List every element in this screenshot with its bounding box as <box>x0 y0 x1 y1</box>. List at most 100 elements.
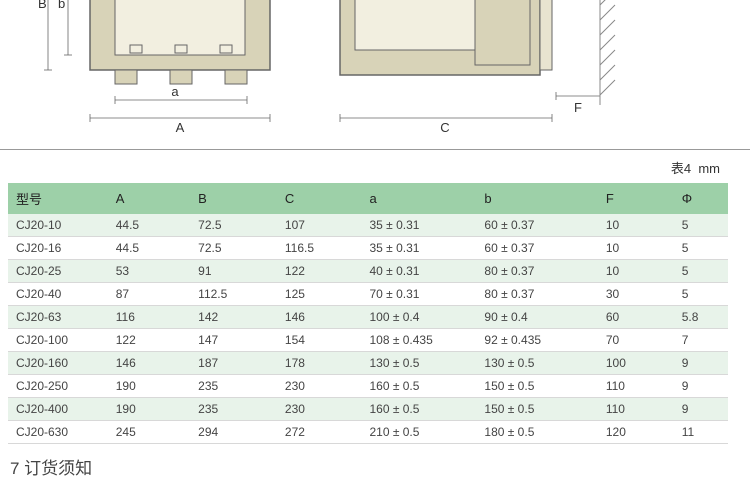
table-cell: 122 <box>277 260 362 283</box>
table-cell: 130 ± 0.5 <box>361 352 476 375</box>
table-cell: 116.5 <box>277 237 362 260</box>
table-cell: 150 ± 0.5 <box>476 398 597 421</box>
table-cell: 146 <box>108 352 190 375</box>
table-cell: 60 <box>598 306 674 329</box>
table-cell: 5 <box>674 260 728 283</box>
table-cell: 187 <box>190 352 277 375</box>
table-cell: 230 <box>277 398 362 421</box>
table-cell: 87 <box>108 283 190 306</box>
table-cell: CJ20-160 <box>8 352 108 375</box>
table-cell: 125 <box>277 283 362 306</box>
dim-label-b: b <box>58 0 65 11</box>
table-cell: 5 <box>674 237 728 260</box>
dim-label-C: C <box>440 120 449 135</box>
caption-unit: mm <box>698 161 720 176</box>
dimension-table: 型号ABCabFΦ CJ20-1044.572.510735 ± 0.3160 … <box>8 183 728 444</box>
table-cell: 35 ± 0.31 <box>361 237 476 260</box>
table-cell: CJ20-16 <box>8 237 108 260</box>
table-cell: 40 ± 0.31 <box>361 260 476 283</box>
table-cell: 10 <box>598 260 674 283</box>
table-cell: 178 <box>277 352 362 375</box>
table-cell: CJ20-10 <box>8 214 108 237</box>
table-header-cell: 型号 <box>8 183 108 214</box>
table-cell: 160 ± 0.5 <box>361 375 476 398</box>
table-header-cell: B <box>190 183 277 214</box>
table-cell: 272 <box>277 421 362 444</box>
dim-label-F: F <box>574 100 582 115</box>
table-cell: 147 <box>190 329 277 352</box>
table-row: CJ20-160146187178130 ± 0.5130 ± 0.51009 <box>8 352 728 375</box>
table-cell: 44.5 <box>108 237 190 260</box>
table-body: CJ20-1044.572.510735 ± 0.3160 ± 0.37105C… <box>8 214 728 444</box>
table-row: CJ20-4087112.512570 ± 0.3180 ± 0.37305 <box>8 283 728 306</box>
table-cell: 9 <box>674 375 728 398</box>
table-cell: 30 <box>598 283 674 306</box>
table-cell: 60 ± 0.37 <box>476 237 597 260</box>
table-cell: 235 <box>190 398 277 421</box>
table-cell: 5 <box>674 283 728 306</box>
table-row: CJ20-1644.572.5116.535 ± 0.3160 ± 0.3710… <box>8 237 728 260</box>
table-cell: 100 ± 0.4 <box>361 306 476 329</box>
table-cell: 92 ± 0.435 <box>476 329 597 352</box>
table-cell: 90 ± 0.4 <box>476 306 597 329</box>
table-header-cell: Φ <box>674 183 728 214</box>
table-cell: 7 <box>674 329 728 352</box>
table-cell: 190 <box>108 375 190 398</box>
table-cell: CJ20-25 <box>8 260 108 283</box>
table-cell: 100 <box>598 352 674 375</box>
section-title: 7 订货须知 <box>0 444 750 479</box>
table-cell: 9 <box>674 398 728 421</box>
table-row: CJ20-1044.572.510735 ± 0.3160 ± 0.37105 <box>8 214 728 237</box>
table-row: CJ20-63116142146100 ± 0.490 ± 0.4605.8 <box>8 306 728 329</box>
table-header-cell: F <box>598 183 674 214</box>
table-header-cell: A <box>108 183 190 214</box>
table-cell: 112.5 <box>190 283 277 306</box>
table-row: CJ20-630245294272210 ± 0.5180 ± 0.512011 <box>8 421 728 444</box>
table-cell: 110 <box>598 375 674 398</box>
table-cell: 154 <box>277 329 362 352</box>
table-row: CJ20-25539112240 ± 0.3180 ± 0.37105 <box>8 260 728 283</box>
table-caption: 表4 mm <box>0 150 750 183</box>
dim-label-B: B <box>38 0 47 11</box>
table-cell: 107 <box>277 214 362 237</box>
table-cell: 116 <box>108 306 190 329</box>
table-cell: 72.5 <box>190 214 277 237</box>
caption-prefix: 表4 <box>671 161 691 176</box>
table-cell: CJ20-250 <box>8 375 108 398</box>
table-cell: 122 <box>108 329 190 352</box>
table-cell: 245 <box>108 421 190 444</box>
table-cell: 10 <box>598 214 674 237</box>
table-cell: CJ20-40 <box>8 283 108 306</box>
table-cell: CJ20-100 <box>8 329 108 352</box>
table-header-row: 型号ABCabFΦ <box>8 183 728 214</box>
table-cell: CJ20-630 <box>8 421 108 444</box>
table-cell: 60 ± 0.37 <box>476 214 597 237</box>
dim-label-A: A <box>176 120 185 135</box>
table-row: CJ20-250190235230160 ± 0.5150 ± 0.51109 <box>8 375 728 398</box>
table-cell: 5 <box>674 214 728 237</box>
dimension-diagram-area: B b a A C <box>0 0 750 150</box>
table-cell: 80 ± 0.37 <box>476 283 597 306</box>
table-cell: 44.5 <box>108 214 190 237</box>
table-cell: 120 <box>598 421 674 444</box>
dim-label-a: a <box>171 84 179 99</box>
table-cell: 70 <box>598 329 674 352</box>
table-cell: 294 <box>190 421 277 444</box>
table-cell: 9 <box>674 352 728 375</box>
table-cell: 80 ± 0.37 <box>476 260 597 283</box>
table-header-cell: b <box>476 183 597 214</box>
table-cell: 190 <box>108 398 190 421</box>
table-cell: 91 <box>190 260 277 283</box>
table-header-cell: C <box>277 183 362 214</box>
table-cell: 108 ± 0.435 <box>361 329 476 352</box>
table-cell: 235 <box>190 375 277 398</box>
table-cell: 53 <box>108 260 190 283</box>
table-cell: 110 <box>598 398 674 421</box>
table-cell: CJ20-400 <box>8 398 108 421</box>
table-cell: 5.8 <box>674 306 728 329</box>
table-cell: 70 ± 0.31 <box>361 283 476 306</box>
table-cell: 35 ± 0.31 <box>361 214 476 237</box>
table-cell: 72.5 <box>190 237 277 260</box>
table-row: CJ20-400190235230160 ± 0.5150 ± 0.51109 <box>8 398 728 421</box>
table-cell: 146 <box>277 306 362 329</box>
